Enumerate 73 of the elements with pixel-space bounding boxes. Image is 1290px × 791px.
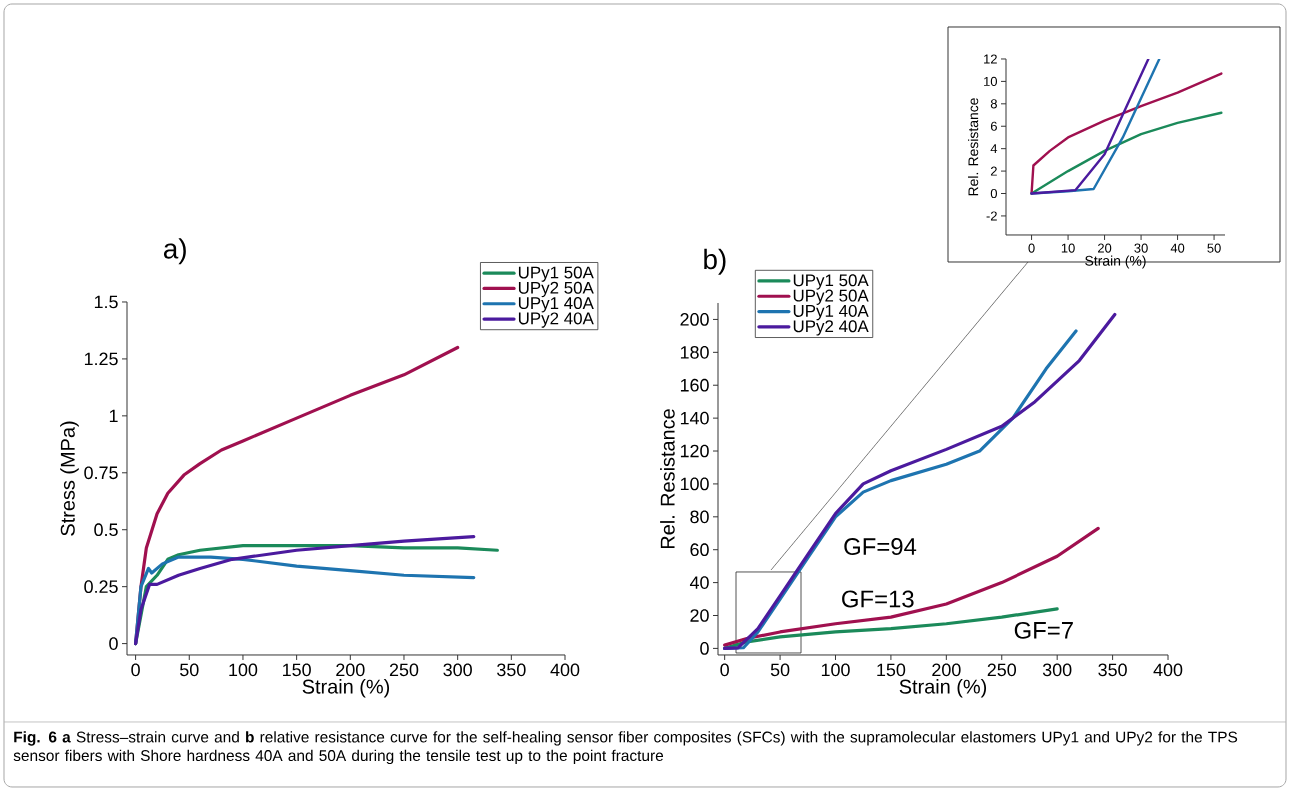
y-tick-label: 0 <box>109 637 118 650</box>
legend-label: UPy1 50A <box>793 274 869 290</box>
y-tick-label: 180 <box>680 345 709 359</box>
y-tick-label: 1 <box>109 409 118 423</box>
x-tick-label: 400 <box>1153 663 1183 677</box>
x-tick-label: 40 <box>1170 243 1185 253</box>
y-tick-label: 60 <box>690 543 709 557</box>
text: Fig. 6 a Stress–strain curve and b relative resistance curve for the self-healing sensor fiber composites (SFCs) with the supramolecular elastomers UPy1 and UPy2 for the TPS sensor fibers with Shore hardness 40A and 50A during the tensile test up to the point fracture <box>13 731 1238 765</box>
x-tick-label: 50 <box>180 663 199 677</box>
annotation: GF=7 <box>1014 621 1073 639</box>
x-tick-label: 20 <box>1098 243 1112 253</box>
y-tick-label: 1.25 <box>84 352 118 366</box>
x-tick-label: 250 <box>389 663 419 677</box>
y-tick-label: 160 <box>680 378 709 392</box>
x-tick-label: 150 <box>877 663 906 677</box>
x-tick-label: 100 <box>821 663 850 677</box>
y-tick-label: 4 <box>990 144 998 154</box>
x-tick-label: 10 <box>1061 243 1075 253</box>
x-axis-title: Strain (%) <box>302 679 390 698</box>
x-tick-label: 0 <box>720 663 729 677</box>
x-axis-title: Strain (%) <box>1085 255 1146 269</box>
legend-label: UPy2 50A <box>793 289 869 305</box>
x-tick-label: 350 <box>1098 663 1127 677</box>
y-tick-label: 0.75 <box>84 466 118 480</box>
y-tick-label: 20 <box>690 609 709 622</box>
legend-label: UPy2 40A <box>518 312 594 328</box>
legend-label: UPy2 40A <box>793 320 869 336</box>
legend-label: UPy1 40A <box>793 304 869 321</box>
y-tick-label: 0 <box>700 642 709 655</box>
y-tick-label: 8 <box>990 99 997 109</box>
y-tick-label: 80 <box>690 510 709 524</box>
y-tick-label: 2 <box>990 166 997 176</box>
y-tick-label: 40 <box>689 576 709 589</box>
x-tick-label: 100 <box>229 663 258 677</box>
y-tick-label: 10 <box>984 76 997 86</box>
x-tick-label: 50 <box>1207 243 1221 253</box>
y-tick-label: 100 <box>680 477 709 491</box>
x-tick-label: 0 <box>131 663 140 677</box>
line-series <box>1030 72 1223 195</box>
legend-label: UPy2 50A <box>518 281 594 298</box>
x-tick-label: 30 <box>1134 243 1148 253</box>
y-tick-label: 6 <box>990 121 997 131</box>
y-axis-title: Rel. Resistance <box>660 409 675 549</box>
y-tick-label: -2 <box>986 211 997 221</box>
x-axis-title: Strain (%) <box>899 679 987 698</box>
annotation: GF=94 <box>844 538 917 556</box>
line-series <box>723 526 1100 647</box>
chart-title: a) <box>163 238 186 265</box>
x-tick-label: 300 <box>443 663 472 677</box>
y-axis-title: Stress (MPa) <box>60 421 79 536</box>
y-tick-label: 200 <box>680 313 709 326</box>
x-tick-label: 200 <box>932 663 961 677</box>
x-tick-label: 250 <box>987 663 1017 677</box>
y-tick-label: 140 <box>680 411 709 425</box>
legend-label: UPy1 50A <box>518 266 594 282</box>
x-tick-label: 0 <box>1028 243 1035 253</box>
x-tick-label: 50 <box>770 663 790 677</box>
y-tick-label: 120 <box>680 444 709 458</box>
x-tick-label: 150 <box>283 663 311 677</box>
y-tick-label: 0.25 <box>84 580 118 594</box>
y-tick-label: 1.5 <box>94 295 118 309</box>
line-series <box>1030 111 1223 195</box>
chart-title: b) <box>704 248 726 275</box>
y-tick-label: 12 <box>984 54 997 64</box>
x-tick-label: 350 <box>497 663 526 677</box>
x-tick-label: 300 <box>1042 663 1072 677</box>
y-axis-title: Rel. Resistance <box>968 98 979 196</box>
annotation: GF=13 <box>842 590 914 608</box>
y-tick-label: 0 <box>990 188 997 199</box>
legend-label: UPy1 40A <box>518 297 594 313</box>
y-tick-label: 0.5 <box>94 523 118 537</box>
x-tick-label: 200 <box>336 663 365 677</box>
x-tick-label: 400 <box>550 663 580 677</box>
